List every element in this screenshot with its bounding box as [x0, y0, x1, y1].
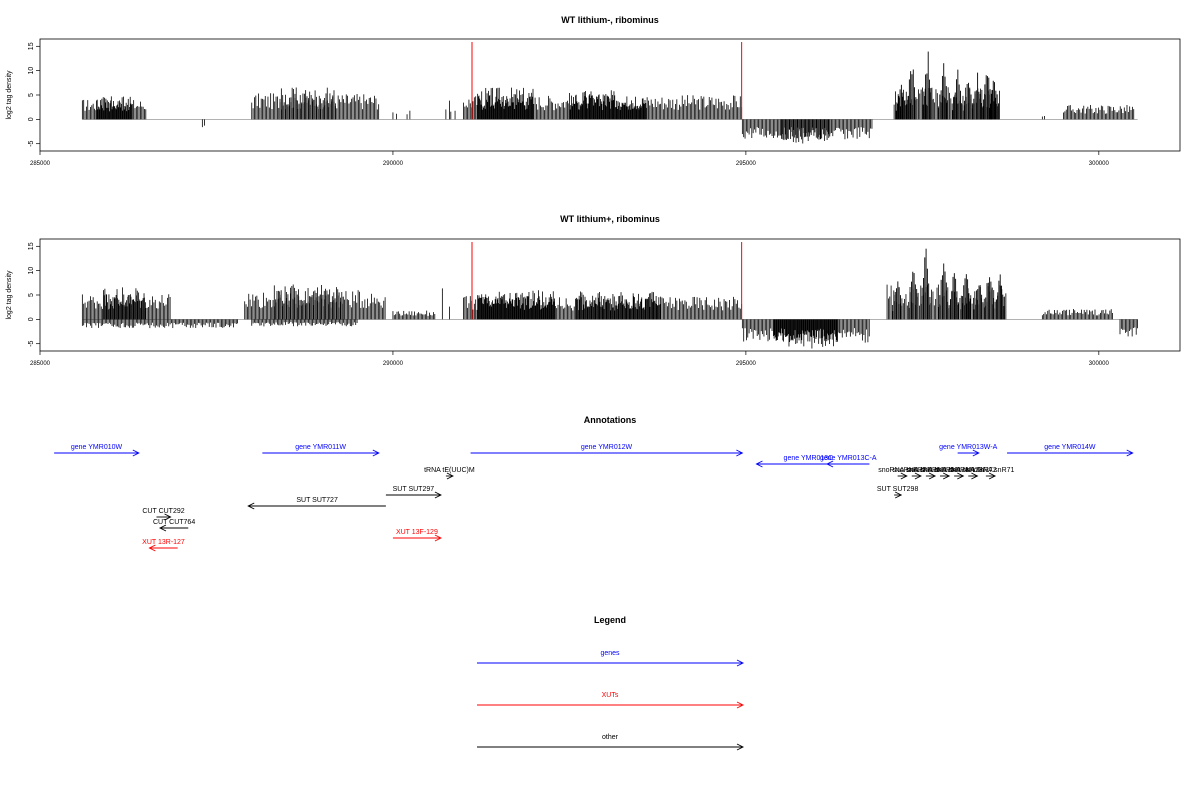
feature-label: snoRNA snR77 — [878, 467, 926, 474]
legend-arrowhead — [736, 659, 745, 667]
feature-label: CUT CUT292 — [142, 508, 184, 515]
feature-arrowhead — [755, 460, 763, 468]
feature-arrowhead — [942, 472, 951, 480]
y-tick-label: 10 — [28, 267, 35, 275]
x-tick-label: 300000 — [1089, 361, 1110, 367]
feature-label: XUT 13F-129 — [396, 529, 438, 536]
x-tick-label: 295000 — [736, 161, 757, 167]
feature-label: SUT SUT297 — [393, 486, 435, 493]
panel-title: WT lithium-, ribominus — [561, 15, 659, 25]
x-tick-label: 285000 — [30, 361, 51, 367]
legend: Legend genes XUTs other — [477, 615, 745, 751]
panel-lithium-minus: WT lithium-, ribominus log2 tag density … — [6, 15, 1181, 167]
feature-label: gene YMR013C — [784, 455, 834, 462]
y-tick-label: 5 — [28, 93, 35, 97]
feature-label: snoRNA snR71 — [967, 467, 1015, 474]
annotations-title: Annotations — [584, 415, 637, 425]
feature-arrowhead — [928, 472, 937, 480]
x-tick-label: 285000 — [30, 161, 51, 167]
feature-arrowhead — [372, 449, 380, 457]
legend-title: Legend — [594, 615, 626, 625]
x-tick-label: 295000 — [736, 361, 757, 367]
y-tick-label: -5 — [28, 140, 35, 146]
feature-arrowhead — [148, 544, 156, 552]
feature-arrowhead — [247, 502, 255, 510]
feature-arrowhead — [164, 513, 172, 521]
feature-arrowhead — [957, 472, 965, 480]
y-tick-label: 5 — [28, 293, 35, 297]
feature-arrowhead — [900, 472, 908, 480]
feature-arrowhead — [988, 472, 997, 480]
feature-arrowhead — [132, 449, 140, 457]
feature-label: snoRNA snR76 — [892, 467, 940, 474]
feature-arrowhead — [971, 472, 979, 480]
feature-arrowhead — [158, 524, 167, 532]
y-tick-label: 0 — [28, 117, 35, 121]
feature-label: gene YMR012W — [581, 444, 633, 451]
y-tick-label: 15 — [28, 42, 35, 50]
x-tick-label: 290000 — [383, 161, 404, 167]
feature-arrowhead — [894, 491, 903, 499]
panel-lithium-plus: WT lithium+, ribominus log2 tag density … — [6, 214, 1181, 367]
y-tick-label: 15 — [28, 242, 35, 250]
feature-label: snoRNA snR72 — [949, 467, 997, 474]
y-tick-label: 0 — [28, 317, 35, 321]
y-tick-label: -5 — [28, 340, 35, 346]
panel-title: WT lithium+, ribominus — [560, 214, 660, 224]
annotations-track: Annotations gene YMR010W gene YMR011W gene… — [54, 415, 1134, 552]
feature-label: snoRNA snR75 — [907, 467, 955, 474]
feature-label: gene YMR013W-A — [939, 444, 997, 451]
feature-label: gene YMR014W — [1044, 444, 1096, 451]
feature-label: snoRNA snR74 — [921, 467, 969, 474]
feature-arrowhead — [446, 472, 454, 480]
y-axis-label: log2 tag density — [6, 270, 13, 320]
feature-label: tRNA tE(UUC)M — [424, 467, 475, 474]
feature-label: gene YMR011W — [295, 444, 346, 451]
feature-label: SUT SUT727 — [296, 497, 338, 504]
feature-arrowhead — [972, 449, 980, 457]
legend-label: other — [602, 734, 619, 741]
feature-arrowhead — [434, 491, 442, 499]
feature-label: gene YMR010W — [71, 444, 123, 451]
x-tick-label: 300000 — [1089, 161, 1110, 167]
x-tick-label: 290000 — [383, 361, 404, 367]
feature-arrowhead — [826, 460, 834, 468]
feature-arrowhead — [1126, 449, 1134, 457]
y-tick-label: 10 — [28, 67, 35, 75]
feature-label: snoRNA snR73 — [935, 467, 983, 474]
feature-arrowhead — [914, 472, 922, 480]
plot-frame — [39, 238, 1181, 352]
feature-label: SUT SUT298 — [877, 486, 919, 493]
feature-label: gene YMR013C-A — [820, 455, 877, 462]
plot-frame — [39, 38, 1181, 152]
legend-arrowhead — [736, 743, 745, 751]
y-axis-label: log2 tag density — [6, 70, 13, 120]
legend-label: XUTs — [602, 692, 619, 699]
legend-label: genes — [600, 650, 620, 657]
feature-arrowhead — [736, 449, 744, 457]
feature-label: CUT CUT764 — [153, 519, 195, 526]
legend-arrowhead — [736, 701, 745, 709]
feature-arrowhead — [434, 534, 442, 542]
feature-label: XUT 13R-127 — [142, 539, 185, 546]
